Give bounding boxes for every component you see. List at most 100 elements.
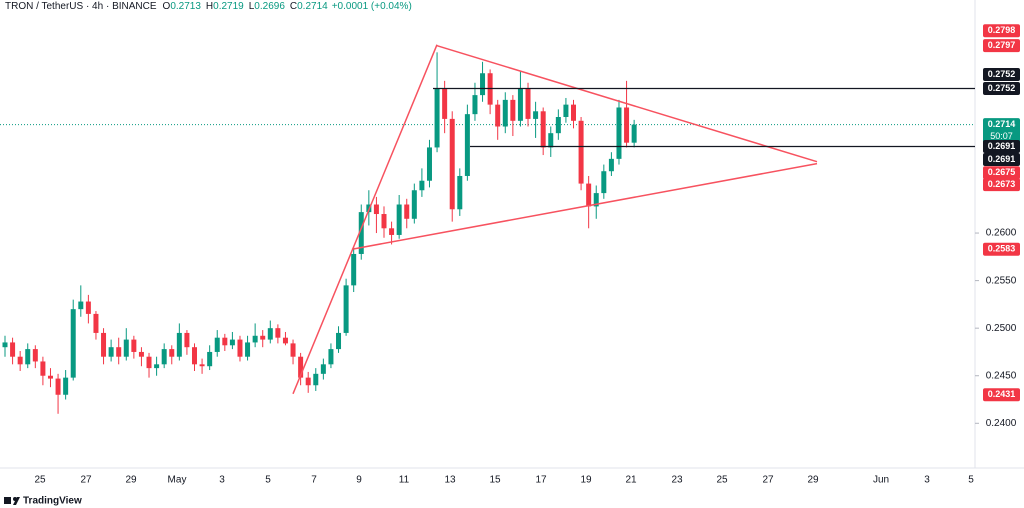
y-tick-label: 0.2400 [986,418,1017,429]
x-tick-label: 27 [80,475,92,486]
x-tick-label: Jun [873,475,889,486]
candle-body [17,356,23,365]
trend-line [292,44,438,395]
last-price-label: 0.2714 [988,119,1016,129]
candle-body [192,347,197,365]
ohlc-key: H [206,1,213,12]
x-tick-label: 23 [671,475,683,486]
candle-body [10,342,16,357]
candle-body [298,356,304,378]
candle-body [184,332,190,348]
tradingview-logo: TradingView [4,496,82,507]
candle-body [624,107,630,143]
candle-body [540,111,546,148]
price-badge-label: 0.2752 [988,83,1016,93]
candle-body [608,158,614,172]
candle-body [533,111,539,119]
ohlc-key: C [290,1,297,12]
candle-body [464,114,470,176]
candle-body [123,339,129,357]
x-tick-label: 3 [219,475,225,486]
candle-body [207,351,213,367]
price-badge-label: 0.2752 [988,69,1016,79]
candle-body [267,328,273,340]
candle-body [510,99,516,121]
candle-body [343,285,349,333]
candle-body [214,337,220,352]
candle-body [419,180,425,191]
candle-body [199,364,205,367]
candle-body [472,95,478,115]
price-badge-label: 0.2431 [988,389,1016,399]
candle-body [525,88,531,119]
candle-body [252,335,258,343]
candle-body [449,118,455,210]
x-tick-label: 25 [716,475,728,486]
trend-line [351,162,818,250]
candle-body [313,373,319,386]
candle-body [601,171,607,194]
candle-body [305,377,311,386]
symbol-title: TRON / TetherUS · 4h · BINANCE [5,1,157,12]
x-tick-label: 19 [580,475,592,486]
candle-body [93,313,99,333]
candle-body [63,377,69,395]
candle-body [616,107,622,159]
candle-body [154,364,160,369]
candle-body [275,328,281,338]
candle-body [108,347,114,357]
x-tick-label: 29 [807,475,819,486]
candle-body [146,356,152,369]
candle-body [176,332,182,357]
candle-body [40,361,46,376]
x-tick-label: May [168,475,187,486]
candle-body [381,214,387,229]
price-badge [983,388,1020,402]
x-tick-label: 27 [762,475,774,486]
logo-icon [4,497,11,504]
price-badge [983,152,1020,166]
candle-body [245,342,251,357]
x-tick-label: 13 [444,475,456,486]
candle-body [358,212,364,254]
candle-body [336,332,342,350]
candle-body [138,351,144,357]
candle-body [131,339,137,352]
ohlc-value: 0.2714 [297,1,328,12]
candle-body [32,349,38,362]
x-tick-label: 11 [399,475,410,486]
candle-body [434,88,440,148]
candle-body [373,204,379,215]
candle-body [586,183,592,207]
price-badge [983,166,1020,180]
last-price-badge [983,118,1020,145]
x-tick-label: 9 [356,475,362,486]
price-badge-label: 0.2797 [988,40,1016,50]
ohlc-value: 0.2696 [254,1,285,12]
candle-body [290,343,296,357]
candle-body [101,332,107,357]
candle-body [502,99,508,127]
price-badge [983,178,1020,192]
price-badge [983,242,1020,256]
ohlc-value: 0.2713 [170,1,201,12]
candle-body [55,378,61,395]
price-badge-label: 0.2675 [988,167,1016,177]
candle-body [70,309,76,378]
candle-body [260,335,266,340]
price-badge-label: 0.2691 [988,154,1016,164]
x-tick-label: 5 [265,475,271,486]
candle-body [237,339,243,357]
candle-body [25,349,31,365]
candle-body [578,120,584,184]
ohlc-key: L [249,1,255,12]
y-tick-label: 0.2500 [986,323,1017,334]
countdown: 50:07 [990,131,1013,141]
candle-body [116,347,122,357]
candle-body [389,228,395,235]
candle-body [161,349,167,365]
change: +0.0001 (+0.04%) [332,1,412,12]
candle-body [457,175,463,210]
candle-body [411,190,417,219]
